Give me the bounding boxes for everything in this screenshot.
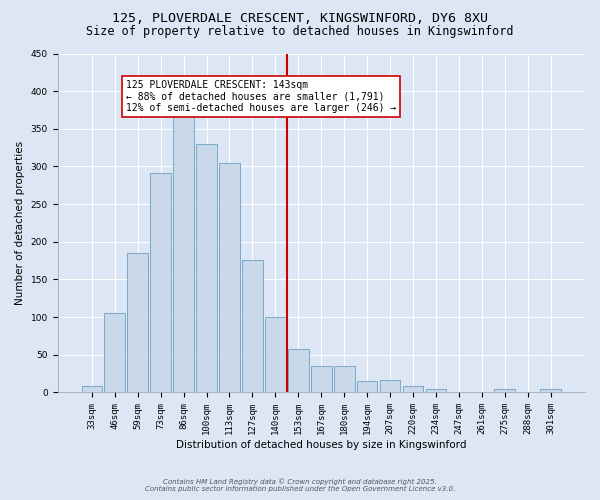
X-axis label: Distribution of detached houses by size in Kingswinford: Distribution of detached houses by size … (176, 440, 467, 450)
Bar (494, 388, 515, 392)
Bar (196, 144, 217, 392)
Bar (82, 386, 102, 392)
Bar (104, 314, 125, 392)
Bar (541, 390, 561, 392)
Text: 125, PLOVERDALE CRESCENT, KINGSWINFORD, DY6 8XU: 125, PLOVERDALE CRESCENT, KINGSWINFORD, … (112, 12, 488, 26)
Text: 125 PLOVERDALE CRESCENT: 143sqm
← 88% of detached houses are smaller (1,791)
12%: 125 PLOVERDALE CRESCENT: 143sqm ← 88% of… (126, 80, 397, 113)
Bar (288, 349, 308, 393)
Text: Contains HM Land Registry data © Crown copyright and database right 2025.
Contai: Contains HM Land Registry data © Crown c… (145, 478, 455, 492)
Y-axis label: Number of detached properties: Number of detached properties (15, 141, 25, 305)
Bar (151, 174, 171, 392)
Bar (403, 386, 424, 392)
Bar (173, 114, 194, 392)
Bar (219, 162, 240, 392)
Text: Size of property relative to detached houses in Kingswinford: Size of property relative to detached ho… (86, 25, 514, 38)
Bar (242, 260, 263, 392)
Bar (357, 381, 377, 392)
Bar (334, 366, 355, 392)
Bar (425, 388, 446, 392)
Bar (265, 317, 286, 392)
Bar (311, 366, 332, 392)
Bar (127, 253, 148, 392)
Bar (380, 380, 400, 392)
